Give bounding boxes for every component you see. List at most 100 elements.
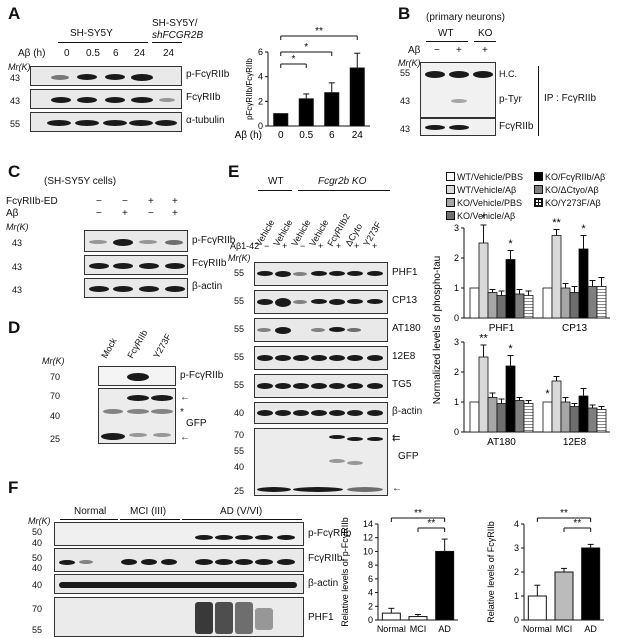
significance-marker: ** [573,518,581,529]
group-line [474,41,496,42]
blot-p-fcgr2b [98,366,176,386]
y-tick-label: 4 [368,588,373,598]
significance-marker: * [545,388,550,400]
blot-alpha-tubulin [30,112,182,132]
x-tick-label: 24 [352,130,364,141]
genotype-label-ko: Fcgr2b KO [318,176,367,187]
blot-tg5 [254,374,388,398]
arrow-icon: ← [392,483,402,494]
mw-marker: 70 [50,391,61,401]
panel-label-f: F [8,478,19,497]
mr-label: Mr(K) [28,516,51,526]
mw-marker: 50 [32,527,43,537]
legend-label: KO/FcγRIIb/Aβ [545,172,606,182]
sign: + [336,241,342,251]
x-tick-label: AT180 [487,437,516,448]
blot-label: p-FcγRIIb [180,370,224,381]
mw-marker: 25 [50,434,61,444]
x-tick-label: AD [438,624,451,634]
mr-label: Mr(K) [228,253,251,263]
time-label: 24 [163,48,175,59]
condition-label: Aβ [6,208,19,219]
group-label-ad: AD (V/VI) [220,506,263,517]
y-axis-label: pFcγRIIb/FcγRIIb [245,58,254,120]
blot-label: FcγRIIb [192,258,227,269]
blot-fcgr2b [30,89,182,109]
y-tick-label: 0 [454,427,459,437]
legend-label: KO/Y273F/Aβ [545,198,601,208]
blot-cp13 [254,290,388,314]
legend-swatch [446,185,455,194]
blot-label: 12E8 [392,351,416,362]
condition-label: FcγRIIb-ED [6,196,58,207]
mw-marker: 70 [234,430,245,440]
mw-marker: 43 [12,285,23,295]
blot-label: α-tubulin [186,115,225,126]
significance-marker: ** [552,217,561,229]
genotype-label-ko: KO [478,28,493,39]
mr-label: Mr(K) [6,222,29,232]
mw-marker: 40 [32,580,43,590]
blot-fcgr2b [420,118,496,136]
x-tick-label: AD [584,624,597,634]
x-tick-label: Normal [523,624,552,634]
x-tick-label: 0 [278,130,284,141]
sign: − [96,208,102,219]
significance-marker: * [508,238,513,250]
genotype-label-wt: WT [438,28,454,39]
blot-label: AT180 [392,323,421,334]
mr-label: Mr(K) [8,62,31,72]
y-tick-label: 3 [514,543,519,553]
y-tick-label: 6 [258,47,263,57]
abeta-label: Aβ [408,45,421,56]
y-tick-label: 6 [368,574,373,584]
y-tick-label: 0 [258,121,263,131]
legend-entry: KO/FcγRIIb/Aβ [534,172,605,182]
blot-label: FcγRIIb [308,553,343,564]
mw-marker: 55 [234,352,245,362]
blot-p-fcgr2b [54,522,304,546]
bar [554,571,574,621]
blot-phf1 [54,597,304,637]
y-tick-label: 1 [514,591,519,601]
blot-at180 [254,318,388,342]
significance-marker: ** [315,26,323,37]
x-tick-label: Normal [377,624,406,634]
mw-marker: 43 [12,238,23,248]
blot-label: CP13 [392,295,418,306]
blot-label: β-actin [392,406,423,417]
x-tick-label: 12E8 [563,437,587,448]
legend-entry: KO/Y273F/Aβ [534,198,601,208]
significance-marker: * [481,213,486,225]
arrow-icon: ← [180,392,190,403]
legend-entry: WT/Vehicle/Aβ [446,185,516,195]
significance-marker: ** [414,508,422,519]
mw-marker: 55 [10,119,21,129]
panel-label-c: C [8,162,21,181]
time-label: 0 [64,48,70,59]
genotype-label-wt: WT [268,176,284,187]
y-tick-label: 2 [258,96,263,106]
sign: + [172,196,178,207]
mw-marker: 55 [234,268,245,278]
blot-beta-actin [84,278,188,298]
mw-marker: 43 [10,73,21,83]
group-label-shfcgr2b: shFCGR2B [152,30,204,41]
sign: + [282,241,288,251]
legend-entry: KO/Vehicle/Aβ [446,211,515,221]
legend-label: KO/ΔCtyo/Aβ [545,185,599,195]
blot-gfp [98,388,176,444]
y-tick-label: 10 [363,546,373,556]
time-label: 0.5 [86,48,100,59]
y-tick-label: 3 [454,337,459,347]
mw-marker: 40 [234,408,245,418]
y-tick-label: 2 [514,567,519,577]
y-tick-label: 0 [454,313,459,323]
y-axis-label: Relative levels of FcγRIIb [486,521,496,623]
legend-entry: KO/Vehicle/PBS [446,198,522,208]
blot-p-fcgr2b [84,230,188,252]
x-tick-label: CP13 [562,323,587,334]
